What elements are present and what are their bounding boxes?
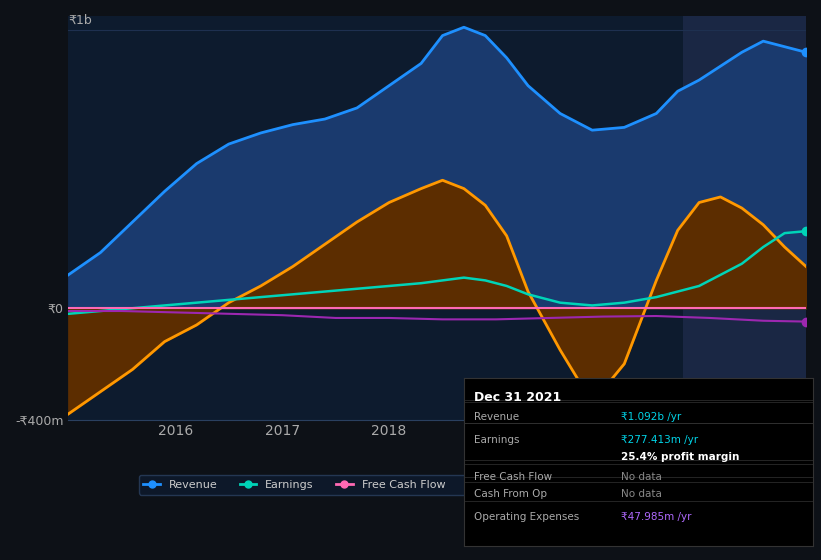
Text: No data: No data xyxy=(621,489,662,499)
Text: ₹1b: ₹1b xyxy=(68,14,92,27)
Legend: Revenue, Earnings, Free Cash Flow, Cash From Op, Operating Expenses: Revenue, Earnings, Free Cash Flow, Cash … xyxy=(139,475,736,494)
Text: ₹277.413m /yr: ₹277.413m /yr xyxy=(621,435,698,445)
Text: No data: No data xyxy=(621,472,662,482)
Text: Revenue: Revenue xyxy=(475,412,520,422)
Text: Cash From Op: Cash From Op xyxy=(475,489,548,499)
Text: Dec 31 2021: Dec 31 2021 xyxy=(475,391,562,404)
Text: ₹1.092b /yr: ₹1.092b /yr xyxy=(621,412,681,422)
Text: ₹47.985m /yr: ₹47.985m /yr xyxy=(621,512,691,522)
Text: Earnings: Earnings xyxy=(475,435,520,445)
Bar xyxy=(683,16,806,419)
Text: Free Cash Flow: Free Cash Flow xyxy=(475,472,553,482)
Text: Operating Expenses: Operating Expenses xyxy=(475,512,580,522)
Text: 25.4% profit margin: 25.4% profit margin xyxy=(621,452,739,462)
